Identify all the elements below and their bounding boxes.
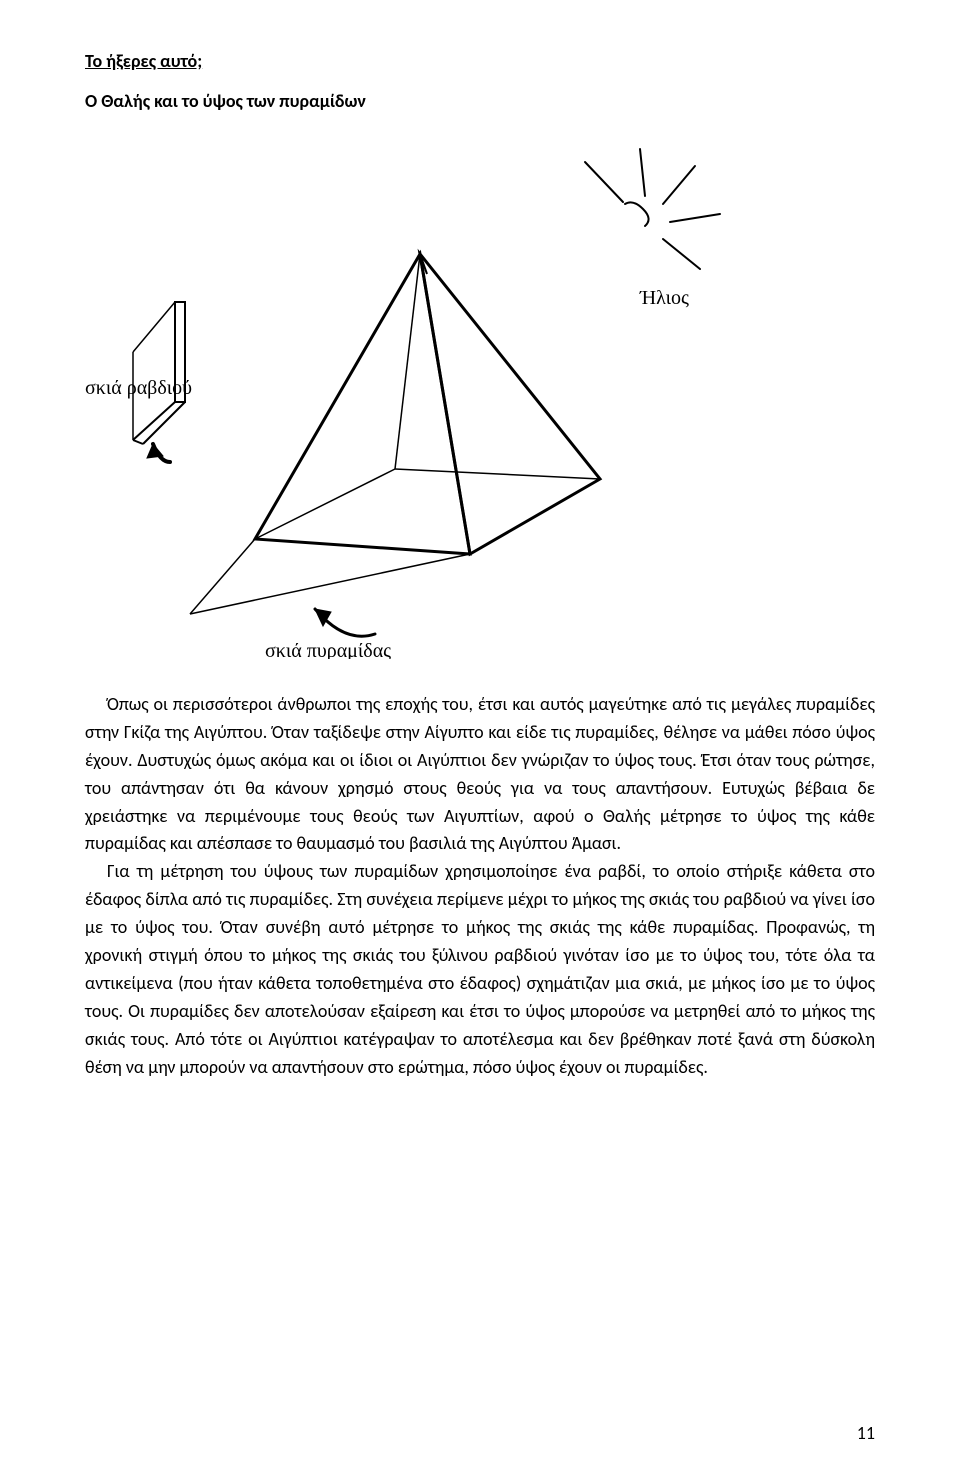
rod-shadow-label: σκιά ραβδιού <box>85 377 192 399</box>
pyramid-shape <box>255 254 600 554</box>
paragraph-2: Για τη μέτρηση του ύψους των πυραμίδων χ… <box>85 858 875 1081</box>
body-text: Όπως οι περισσότεροι άνθρωποι της εποχής… <box>85 691 875 1081</box>
sun-icon <box>585 149 720 269</box>
sun-label: Ήλιος <box>639 287 689 309</box>
rod-shape <box>133 302 185 444</box>
pyramid-svg: Ήλιος σκιά πυραμίδας <box>85 144 725 659</box>
pyramid-shadow-arrow-icon <box>315 609 375 636</box>
rod-shadow-arrow-icon <box>147 444 170 462</box>
page-number: 11 <box>857 1422 875 1444</box>
paragraph-1: Όπως οι περισσότεροι άνθρωποι της εποχής… <box>85 691 875 858</box>
did-you-know-heading: Το ήξερες αυτό; <box>85 50 875 72</box>
pyramid-diagram: Ήλιος σκιά πυραμίδας <box>85 144 725 659</box>
page-title: Ο Θαλής και το ύψος των πυραμίδων <box>85 90 875 112</box>
pyramid-shadow-label: σκιά πυραμίδας <box>265 640 391 659</box>
